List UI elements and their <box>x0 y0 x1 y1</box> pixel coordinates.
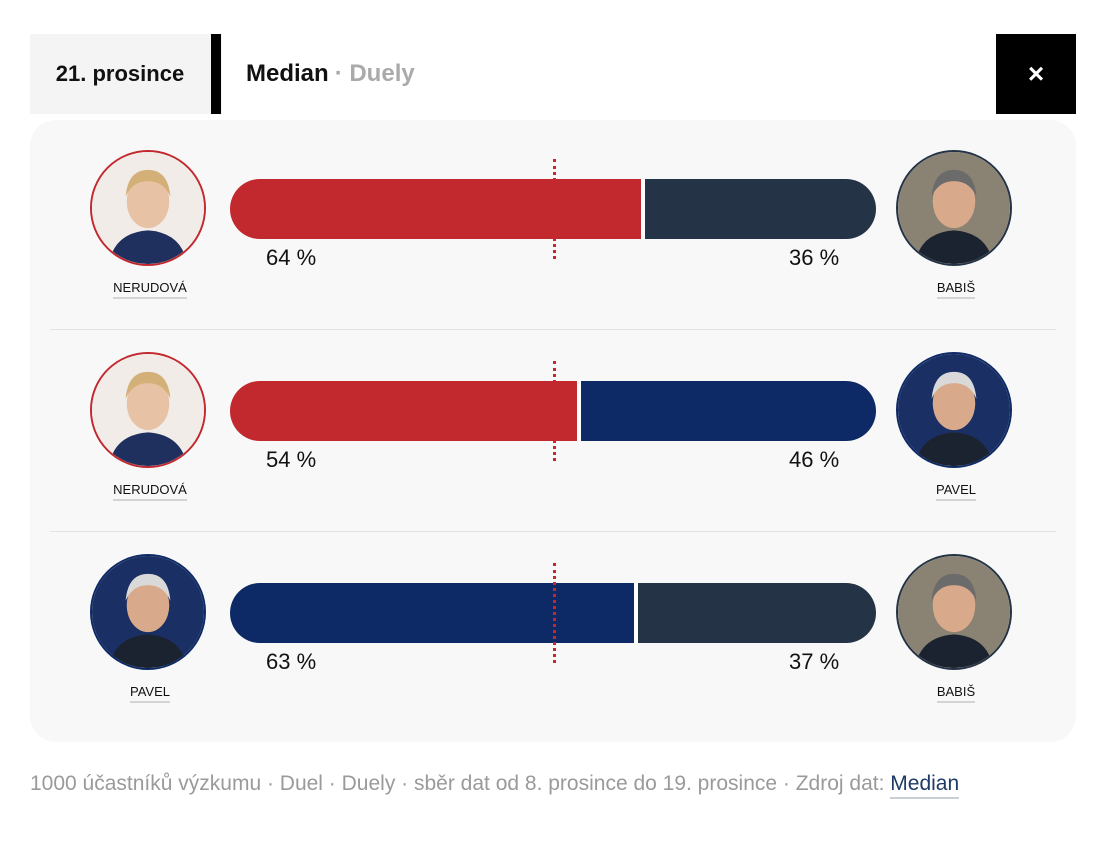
duel-separator <box>50 531 1056 532</box>
bar-segment-right <box>581 381 876 441</box>
duel-bar <box>230 583 876 643</box>
right-name: BABIŠ <box>876 684 1036 703</box>
majority-line <box>553 159 556 259</box>
right-percent-label: 46 % <box>789 447 840 472</box>
left-avatar <box>90 554 206 670</box>
duel-row: PAVEL BABIŠ 63 % 37 % <box>30 524 1076 726</box>
duel-bar <box>230 179 876 239</box>
left-name-text: NERUDOVÁ <box>113 280 187 299</box>
source-link[interactable]: Median <box>890 772 960 799</box>
left-avatar <box>90 150 206 266</box>
right-name: PAVEL <box>876 482 1036 501</box>
left-name: NERUDOVÁ <box>70 280 230 299</box>
left-percent-label: 63 % <box>266 649 317 674</box>
right-percent-label: 37 % <box>789 649 840 674</box>
bar-segment-right <box>638 583 876 643</box>
right-name-text: PAVEL <box>936 482 976 501</box>
left-name-text: NERUDOVÁ <box>113 482 187 501</box>
date-tab[interactable]: 21. prosince <box>55 61 185 86</box>
close-button[interactable]: × <box>996 34 1076 114</box>
bar-gap <box>577 381 581 441</box>
majority-line <box>553 563 556 663</box>
header: 21. prosince Median · Duely × <box>30 34 1076 114</box>
bar-segment-left <box>230 381 577 441</box>
right-name: BABIŠ <box>876 280 1036 299</box>
left-percent-label: 54 % <box>266 447 317 472</box>
right-name-text: BABIŠ <box>936 280 976 299</box>
footer-text: 1000 účastníků výzkumu · Duel · Duely · … <box>30 772 891 795</box>
duel-separator <box>50 329 1056 330</box>
bar-segment-right <box>645 179 876 239</box>
title-area: Median · Duely <box>222 34 996 114</box>
left-percent-label: 64 % <box>266 245 317 270</box>
left-name-text: PAVEL <box>130 684 170 703</box>
footer: 1000 účastníků výzkumu · Duel · Duely · … <box>30 772 960 799</box>
duel-row: NERUDOVÁ PAVEL 54 % 46 % <box>30 322 1076 532</box>
majority-line <box>553 361 556 461</box>
right-percent-label: 36 % <box>789 245 840 270</box>
close-icon: × <box>1027 58 1045 89</box>
left-name: PAVEL <box>70 684 230 703</box>
tab-divider <box>211 34 221 114</box>
duel-bar <box>230 381 876 441</box>
bar-gap <box>641 179 645 239</box>
bar-segment-left <box>230 179 641 239</box>
left-name: NERUDOVÁ <box>70 482 230 501</box>
right-avatar <box>896 150 1012 266</box>
bar-segment-left <box>230 583 634 643</box>
right-avatar <box>896 554 1012 670</box>
right-avatar <box>896 352 1012 468</box>
left-avatar <box>90 352 206 468</box>
section-subtitle: · Duely <box>334 60 415 87</box>
pollster-title: Median <box>246 60 329 87</box>
duel-row: NERUDOVÁ BABIŠ 64 % 36 % <box>30 120 1076 330</box>
right-name-text: BABIŠ <box>936 684 976 703</box>
duels-card: NERUDOVÁ BABIŠ 64 % 36 % NERUDOVÁ PAVEL 54 % 46… <box>30 120 1076 742</box>
bar-gap <box>634 583 638 643</box>
